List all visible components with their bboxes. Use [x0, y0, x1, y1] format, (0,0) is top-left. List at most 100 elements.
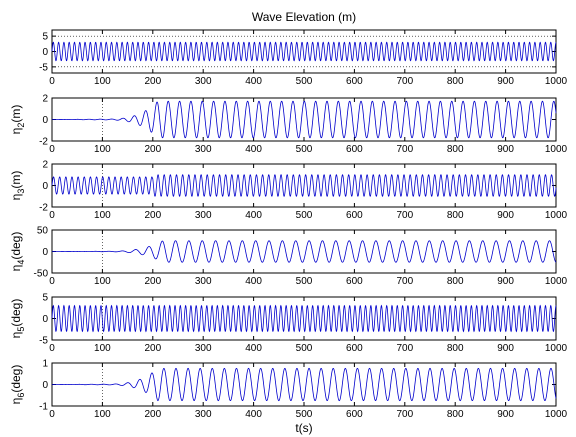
y-axis-label: η6(deg) [9, 365, 26, 405]
x-tick-label: 500 [296, 210, 313, 221]
x-tick-label: 700 [396, 76, 413, 87]
y-axis-label: η2(m) [9, 105, 26, 135]
y-tick-label: 0 [42, 181, 48, 192]
x-tick-label: 1000 [545, 76, 568, 87]
x-tick-label: 800 [447, 144, 464, 155]
x-tick-label: 100 [94, 210, 111, 221]
x-tick-label: 500 [296, 76, 313, 87]
x-tick-label: 900 [497, 144, 514, 155]
x-tick-label: 1000 [545, 144, 568, 155]
y-tick-label: 1 [42, 359, 48, 370]
x-tick-label: 300 [195, 144, 212, 155]
series-line [51, 41, 557, 62]
x-tick-label: 100 [94, 276, 111, 287]
x-tick-label: 0 [49, 343, 55, 354]
y-tick-label: -2 [39, 137, 48, 148]
y-tick-label: 2 [42, 94, 48, 105]
y-tick-label: -50 [34, 269, 49, 280]
y-tick-label: 0 [42, 380, 48, 391]
x-tick-label: 0 [49, 144, 55, 155]
x-tick-label: 500 [296, 144, 313, 155]
series-line [52, 367, 557, 402]
y-axis-label: η4(deg) [9, 232, 26, 272]
x-tick-label: 1000 [545, 276, 568, 287]
x-tick-label: 500 [296, 343, 313, 354]
x-tick-label: 600 [346, 409, 363, 420]
x-tick-label: 0 [49, 276, 55, 287]
x-tick-label: 700 [396, 210, 413, 221]
x-tick-label: 500 [296, 409, 313, 420]
x-tick-label: 200 [144, 409, 161, 420]
x-tick-label: 200 [144, 210, 161, 221]
x-tick-label: 800 [447, 343, 464, 354]
series-line [52, 240, 557, 263]
x-tick-label: 800 [447, 276, 464, 287]
axes-box [51, 97, 557, 142]
x-axis-label: t(s) [295, 421, 312, 435]
x-tick-label: 100 [94, 409, 111, 420]
x-tick-label: 300 [195, 210, 212, 221]
x-tick-label: 800 [447, 409, 464, 420]
y-tick-label: 2 [42, 160, 48, 171]
x-tick-label: 900 [497, 343, 514, 354]
y-tick-label: 5 [42, 32, 48, 43]
y-tick-label: -5 [39, 336, 48, 347]
x-tick-label: 700 [396, 144, 413, 155]
y-tick-label: 50 [37, 226, 49, 237]
y-tick-label: 5 [42, 293, 48, 304]
x-tick-label: 900 [497, 276, 514, 287]
x-tick-label: 1000 [545, 210, 568, 221]
x-tick-label: 600 [346, 276, 363, 287]
y-tick-label: -5 [39, 62, 48, 73]
x-tick-label: 700 [396, 343, 413, 354]
x-tick-label: 400 [245, 144, 262, 155]
x-tick-label: 600 [346, 76, 363, 87]
x-tick-label: 900 [497, 210, 514, 221]
x-tick-label: 300 [195, 409, 212, 420]
x-tick-label: 1000 [545, 343, 568, 354]
y-tick-label: 0 [42, 47, 48, 58]
x-tick-label: 600 [346, 144, 363, 155]
x-tick-label: 900 [497, 409, 514, 420]
x-tick-label: 600 [346, 210, 363, 221]
y-tick-label: -1 [39, 402, 48, 413]
y-tick-label: -2 [39, 203, 48, 214]
x-tick-label: 200 [144, 144, 161, 155]
x-tick-label: 1000 [545, 409, 568, 420]
y-axis-label: η3(m) [9, 171, 26, 201]
x-tick-label: 200 [144, 343, 161, 354]
series-line [51, 304, 557, 333]
x-tick-label: 500 [296, 276, 313, 287]
series-line [52, 100, 557, 139]
x-tick-label: 300 [195, 76, 212, 87]
x-tick-label: 600 [346, 343, 363, 354]
x-tick-label: 100 [94, 144, 111, 155]
x-tick-label: 200 [144, 76, 161, 87]
x-tick-label: 400 [245, 276, 262, 287]
y-tick-label: 0 [42, 314, 48, 325]
y-tick-label: 0 [42, 247, 48, 258]
x-tick-label: 400 [245, 409, 262, 420]
figure-title: Wave Elevation (m) [252, 10, 356, 24]
x-tick-label: 0 [49, 409, 55, 420]
x-tick-label: 100 [94, 343, 111, 354]
x-tick-label: 700 [396, 409, 413, 420]
x-tick-label: 400 [245, 76, 262, 87]
x-tick-label: 800 [447, 76, 464, 87]
x-tick-label: 900 [497, 76, 514, 87]
x-tick-label: 400 [245, 343, 262, 354]
x-tick-label: 400 [245, 210, 262, 221]
axes-box [51, 229, 557, 274]
y-tick-label: 0 [42, 115, 48, 126]
x-tick-label: 100 [94, 76, 111, 87]
x-tick-label: 300 [195, 343, 212, 354]
series-line [51, 174, 557, 197]
y-axis-label: η5(deg) [9, 299, 26, 339]
